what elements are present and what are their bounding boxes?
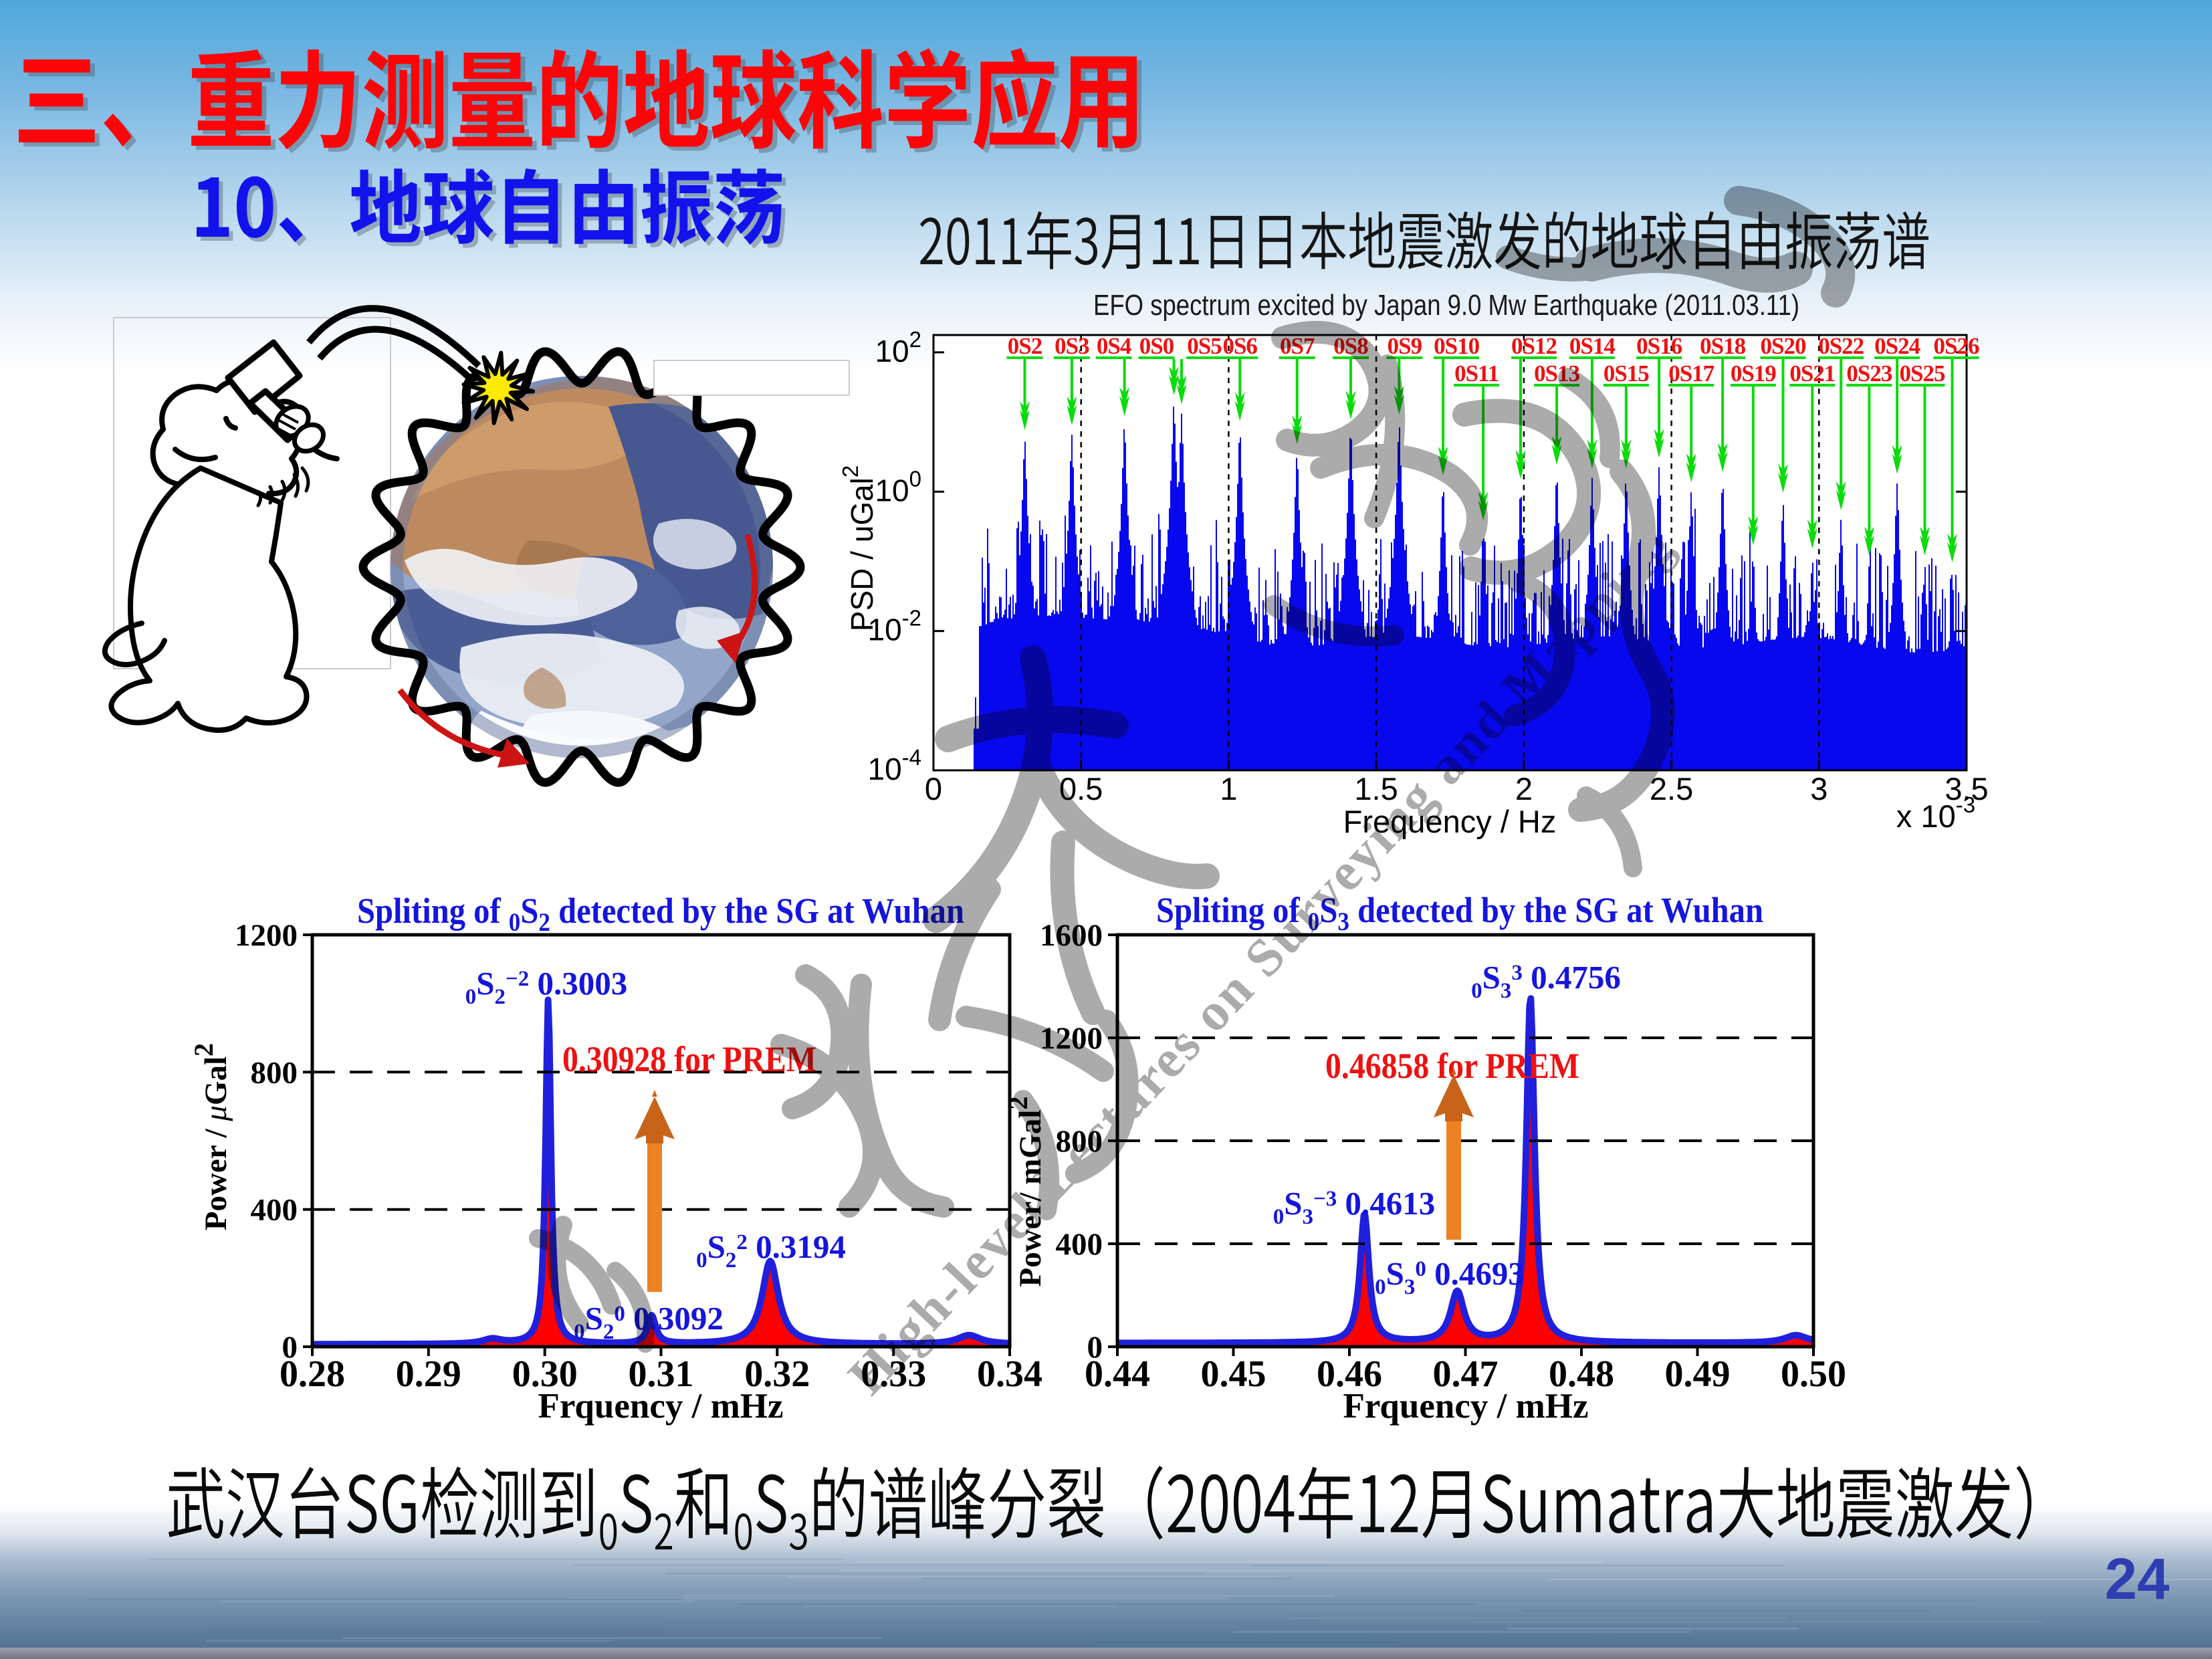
- svg-text:0S24: 0S24: [1874, 333, 1920, 359]
- svg-text:0: 0: [282, 1330, 298, 1365]
- svg-text:0S14: 0S14: [1569, 333, 1615, 359]
- svg-text:0.28: 0.28: [280, 1353, 345, 1395]
- svg-text:0S3−3 0.4613: 0S3−3 0.4613: [1273, 1185, 1436, 1229]
- svg-text:Spliting of 0S2 detected by th: Spliting of 0S2 detected by the SG at Wu…: [357, 891, 964, 937]
- svg-text:0.29: 0.29: [396, 1353, 461, 1395]
- svg-text:0S11: 0S11: [1454, 360, 1499, 386]
- svg-text:PSD / uGal2: PSD / uGal2: [838, 465, 879, 631]
- svg-text:0S0: 0S0: [1139, 333, 1174, 359]
- svg-text:0.33: 0.33: [861, 1353, 926, 1395]
- svg-text:Frequency / Hz: Frequency / Hz: [1343, 804, 1557, 839]
- svg-text:1200: 1200: [235, 918, 298, 953]
- svg-text:400: 400: [1056, 1227, 1103, 1262]
- svg-text:0S33 0.4756: 0S33 0.4756: [1471, 959, 1621, 1003]
- svg-text:0S2−2 0.3003: 0S2−2 0.3003: [465, 965, 628, 1009]
- svg-text:0.50: 0.50: [1781, 1353, 1846, 1395]
- svg-text:0S20: 0S20: [1761, 333, 1806, 359]
- svg-text:0S21: 0S21: [1789, 360, 1835, 386]
- svg-text:3: 3: [1810, 771, 1828, 806]
- svg-text:0S25: 0S25: [1900, 360, 1945, 386]
- svg-text:0.49: 0.49: [1665, 1353, 1731, 1395]
- svg-text:0.46: 0.46: [1317, 1353, 1382, 1395]
- svg-text:0.34: 0.34: [977, 1353, 1042, 1395]
- svg-text:0.31: 0.31: [629, 1353, 694, 1395]
- svg-text:Spliting of 0S3 detected by th: Spliting of 0S3 detected by the SG at Wu…: [1156, 890, 1763, 936]
- svg-text:0S3: 0S3: [1055, 333, 1089, 359]
- svg-text:0S15: 0S15: [1603, 360, 1649, 386]
- svg-text:0S26: 0S26: [1934, 333, 1979, 359]
- svg-text:0S18: 0S18: [1700, 333, 1745, 359]
- svg-text:0: 0: [925, 771, 942, 806]
- svg-text:EFO spectrum excited by Japan: EFO spectrum excited by Japan 9.0 Mw Ear…: [1093, 289, 1799, 322]
- svg-text:0.47: 0.47: [1433, 1353, 1499, 1395]
- svg-text:2: 2: [1515, 771, 1533, 806]
- svg-text:0S30 0.4693: 0S30 0.4693: [1375, 1255, 1525, 1299]
- svg-text:0S10: 0S10: [1434, 333, 1479, 359]
- svg-text:1.5: 1.5: [1354, 771, 1398, 806]
- svg-text:0S22 0.3194: 0S22 0.3194: [696, 1228, 846, 1273]
- svg-text:2.5: 2.5: [1650, 771, 1693, 806]
- svg-text:0.44: 0.44: [1085, 1353, 1150, 1395]
- svg-text:24: 24: [2105, 1547, 2170, 1612]
- svg-text:0S12: 0S12: [1511, 333, 1557, 359]
- svg-text:3.5: 3.5: [1945, 771, 1988, 806]
- svg-text:0S17: 0S17: [1668, 360, 1714, 386]
- svg-text:0.48: 0.48: [1549, 1353, 1614, 1395]
- svg-text:0: 0: [1087, 1330, 1103, 1365]
- svg-text:400: 400: [251, 1193, 298, 1228]
- svg-text:0S16: 0S16: [1636, 333, 1682, 359]
- svg-text:0.32: 0.32: [744, 1353, 810, 1395]
- svg-text:0S6: 0S6: [1222, 333, 1257, 359]
- svg-text:0S2: 0S2: [1008, 333, 1042, 359]
- svg-text:0.30: 0.30: [512, 1353, 578, 1395]
- svg-text:Frquency / mHz: Frquency / mHz: [1343, 1387, 1588, 1426]
- svg-text:0S19: 0S19: [1731, 360, 1776, 386]
- svg-text:1: 1: [1220, 771, 1237, 806]
- svg-text:10-2: 10-2: [867, 606, 921, 647]
- svg-text:0S5: 0S5: [1187, 333, 1222, 359]
- svg-text:0S23: 0S23: [1846, 360, 1892, 386]
- svg-text:0S4: 0S4: [1097, 333, 1131, 359]
- svg-text:800: 800: [251, 1055, 298, 1090]
- svg-text:0S9: 0S9: [1388, 333, 1422, 359]
- svg-text:Frquency / mHz: Frquency / mHz: [538, 1387, 783, 1426]
- svg-text:0.45: 0.45: [1201, 1353, 1266, 1395]
- svg-text:0S22: 0S22: [1818, 333, 1864, 359]
